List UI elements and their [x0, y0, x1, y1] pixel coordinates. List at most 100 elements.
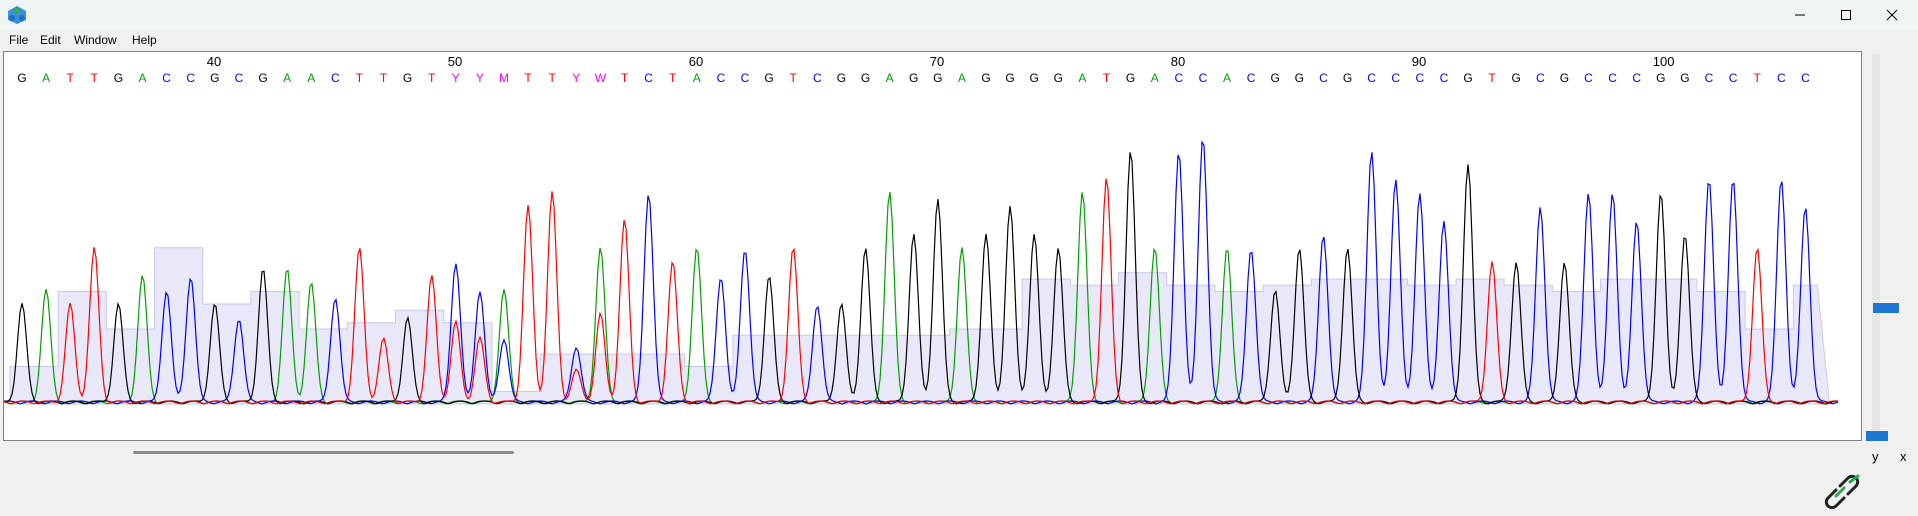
base-call[interactable]: G [1343, 71, 1352, 85]
vertical-scale-track[interactable] [1872, 54, 1880, 434]
base-call[interactable]: Y [452, 71, 460, 85]
y-axis-label: y [1872, 449, 1879, 464]
maximize-button[interactable] [1823, 0, 1869, 30]
base-call[interactable]: C [1319, 71, 1328, 85]
base-call[interactable]: G [1680, 71, 1689, 85]
base-call[interactable]: T [1488, 71, 1496, 85]
base-call[interactable]: T [380, 71, 388, 85]
base-call[interactable]: A [1223, 71, 1231, 85]
base-call[interactable]: T [356, 71, 364, 85]
menu-help[interactable]: Help [132, 33, 157, 47]
base-call[interactable]: G [1512, 71, 1521, 85]
base-call[interactable]: C [1801, 71, 1810, 85]
base-call[interactable]: C [1440, 71, 1449, 85]
base-call[interactable]: G [1295, 71, 1304, 85]
base-call[interactable]: W [595, 71, 607, 85]
base-call[interactable]: A [138, 71, 146, 85]
base-call[interactable]: G [210, 71, 219, 85]
base-call[interactable]: T [524, 71, 532, 85]
base-call[interactable]: T [669, 71, 677, 85]
quality-bars [9, 247, 1831, 405]
base-call[interactable]: C [813, 71, 822, 85]
title-bar [0, 0, 1918, 30]
base-call[interactable]: A [886, 71, 894, 85]
base-call[interactable]: Y [572, 71, 580, 85]
base-call[interactable]: C [1777, 71, 1786, 85]
base-call[interactable]: C [1729, 71, 1738, 85]
horizontal-scrollbar[interactable] [133, 451, 514, 454]
x-axis-label: x [1900, 449, 1907, 464]
base-call[interactable]: C [162, 71, 171, 85]
base-call[interactable]: C [1367, 71, 1376, 85]
base-call[interactable]: T [1103, 71, 1111, 85]
base-call[interactable]: G [933, 71, 942, 85]
base-call[interactable]: G [861, 71, 870, 85]
base-call[interactable]: A [283, 71, 291, 85]
chromatogram-trace[interactable]: 30405060708090100GATTGACCGCGAACTTGTYYMTT… [4, 52, 1862, 441]
menu-file[interactable]: File [9, 33, 29, 47]
base-call[interactable]: G [764, 71, 773, 85]
base-call[interactable]: C [186, 71, 195, 85]
base-call[interactable]: M [499, 71, 509, 85]
base-call[interactable]: G [909, 71, 918, 85]
menu-window[interactable]: Window [74, 33, 117, 47]
base-call[interactable]: C [331, 71, 340, 85]
maximize-icon [1841, 10, 1851, 20]
base-call[interactable]: C [1608, 71, 1617, 85]
close-button[interactable] [1869, 0, 1915, 30]
base-call[interactable]: C [644, 71, 653, 85]
base-call[interactable]: G [1126, 71, 1135, 85]
base-call[interactable]: G [1271, 71, 1280, 85]
base-call[interactable]: G [258, 71, 267, 85]
menu-edit[interactable]: Edit [40, 33, 61, 47]
base-call[interactable]: T [549, 71, 557, 85]
position-label: 100 [1653, 54, 1675, 69]
chromatogram-panel[interactable]: 30405060708090100GATTGACCGCGAACTTGTYYMTT… [3, 51, 1862, 441]
minimize-icon [1795, 14, 1805, 16]
base-call[interactable]: C [1391, 71, 1400, 85]
position-label: 90 [1412, 54, 1426, 69]
base-call[interactable]: G [1463, 71, 1472, 85]
base-call[interactable]: G [981, 71, 990, 85]
base-call[interactable]: G [1030, 71, 1039, 85]
base-call[interactable]: T [428, 71, 436, 85]
base-call[interactable]: C [1632, 71, 1641, 85]
base-call[interactable]: C [1705, 71, 1714, 85]
base-call[interactable]: G [1656, 71, 1665, 85]
base-call[interactable]: G [1560, 71, 1569, 85]
position-label: 70 [930, 54, 944, 69]
x-scale-handle[interactable] [1866, 431, 1888, 441]
base-call[interactable]: G [17, 71, 26, 85]
base-call[interactable]: C [1174, 71, 1183, 85]
link-icon[interactable] [1820, 472, 1864, 512]
base-call[interactable]: C [1415, 71, 1424, 85]
base-call[interactable]: A [307, 71, 315, 85]
base-call[interactable]: A [42, 71, 50, 85]
base-call[interactable]: T [67, 71, 75, 85]
y-scale-handle[interactable] [1873, 303, 1899, 313]
base-call[interactable]: C [741, 71, 750, 85]
app-icon [8, 6, 26, 24]
base-call[interactable]: G [403, 71, 412, 85]
base-call[interactable]: C [235, 71, 244, 85]
base-call[interactable]: C [1584, 71, 1593, 85]
base-call[interactable]: C [1247, 71, 1256, 85]
base-call[interactable]: T [91, 71, 99, 85]
base-call[interactable]: G [1054, 71, 1063, 85]
base-call[interactable]: A [1151, 71, 1159, 85]
base-call[interactable]: T [621, 71, 629, 85]
base-call[interactable]: G [1005, 71, 1014, 85]
base-call[interactable]: A [693, 71, 701, 85]
base-call[interactable]: Y [476, 71, 484, 85]
base-call[interactable]: C [717, 71, 726, 85]
position-label: 60 [689, 54, 703, 69]
base-call[interactable]: T [790, 71, 798, 85]
base-call[interactable]: A [1078, 71, 1086, 85]
base-call[interactable]: G [837, 71, 846, 85]
minimize-button[interactable] [1777, 0, 1823, 30]
base-call[interactable]: G [114, 71, 123, 85]
base-call[interactable]: T [1754, 71, 1762, 85]
base-call[interactable]: A [958, 71, 966, 85]
base-call[interactable]: C [1199, 71, 1208, 85]
base-call[interactable]: C [1536, 71, 1545, 85]
